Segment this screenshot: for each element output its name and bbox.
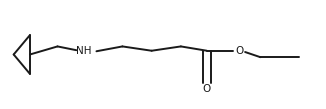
Text: O: O [235,46,244,56]
Text: O: O [203,84,211,94]
Text: NH: NH [76,46,91,56]
